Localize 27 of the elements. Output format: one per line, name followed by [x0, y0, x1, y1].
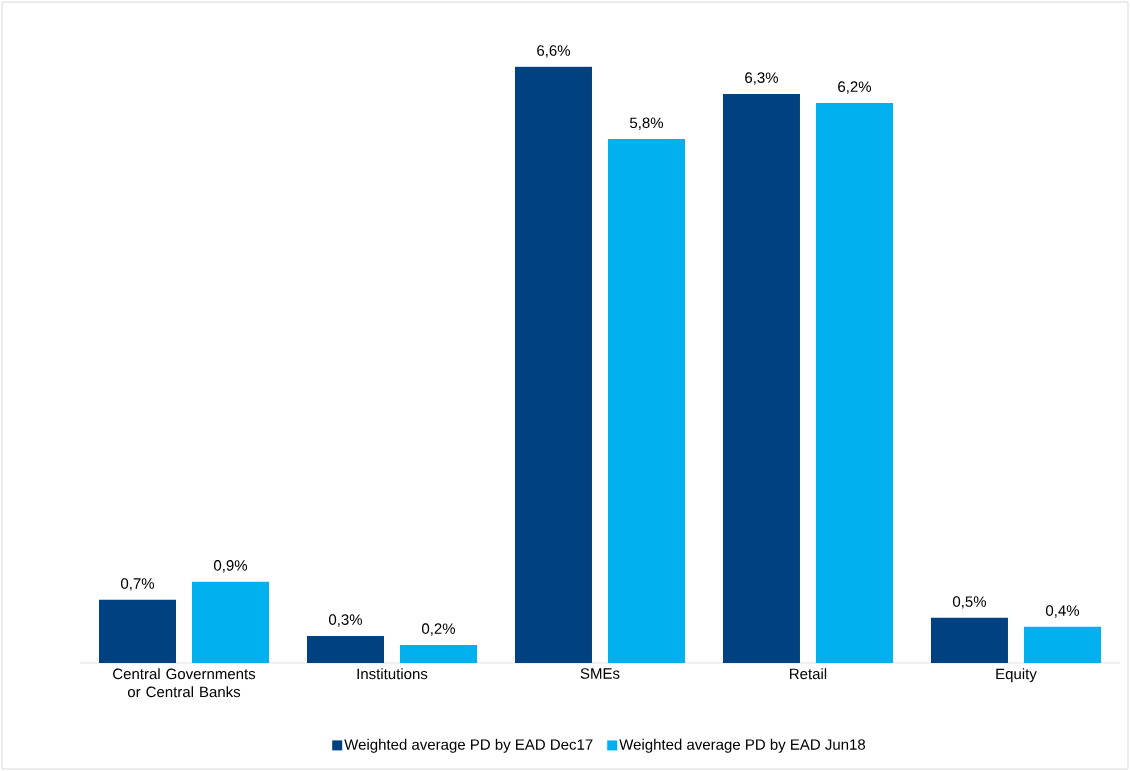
bar: [192, 581, 270, 663]
legend-label: Weighted average PD by EAD Jun18: [619, 738, 866, 753]
data-label: 0,7%: [120, 578, 155, 591]
data-label: 0,5%: [952, 596, 987, 609]
data-label: 0,3%: [328, 614, 363, 627]
data-label: 5,8%: [629, 117, 664, 130]
bar: [514, 66, 592, 663]
bar: [400, 644, 477, 663]
data-label: 0,4%: [1045, 605, 1080, 618]
data-label: 0,2%: [421, 623, 456, 636]
bar: [930, 617, 1008, 663]
data-label: 6,6%: [537, 45, 571, 58]
legend-label: Weighted average PD by EAD Dec17: [344, 738, 593, 753]
x-tick-label: SMEs: [580, 668, 620, 679]
bar: [1023, 626, 1101, 663]
x-tick-label: Institutions: [357, 668, 428, 680]
bar: [307, 635, 384, 663]
x-tick-label: Central Governments or Central Banks: [113, 668, 256, 698]
bar: [607, 139, 685, 663]
bar: [722, 93, 800, 663]
data-label: 6,2%: [838, 81, 872, 94]
bar: [99, 599, 176, 663]
x-tick-label: Retail: [790, 668, 827, 680]
x-tick-label: Equity: [996, 668, 1037, 683]
data-label: 0,9%: [213, 560, 248, 573]
bar: [815, 102, 893, 663]
data-label: 6,3%: [745, 72, 779, 85]
